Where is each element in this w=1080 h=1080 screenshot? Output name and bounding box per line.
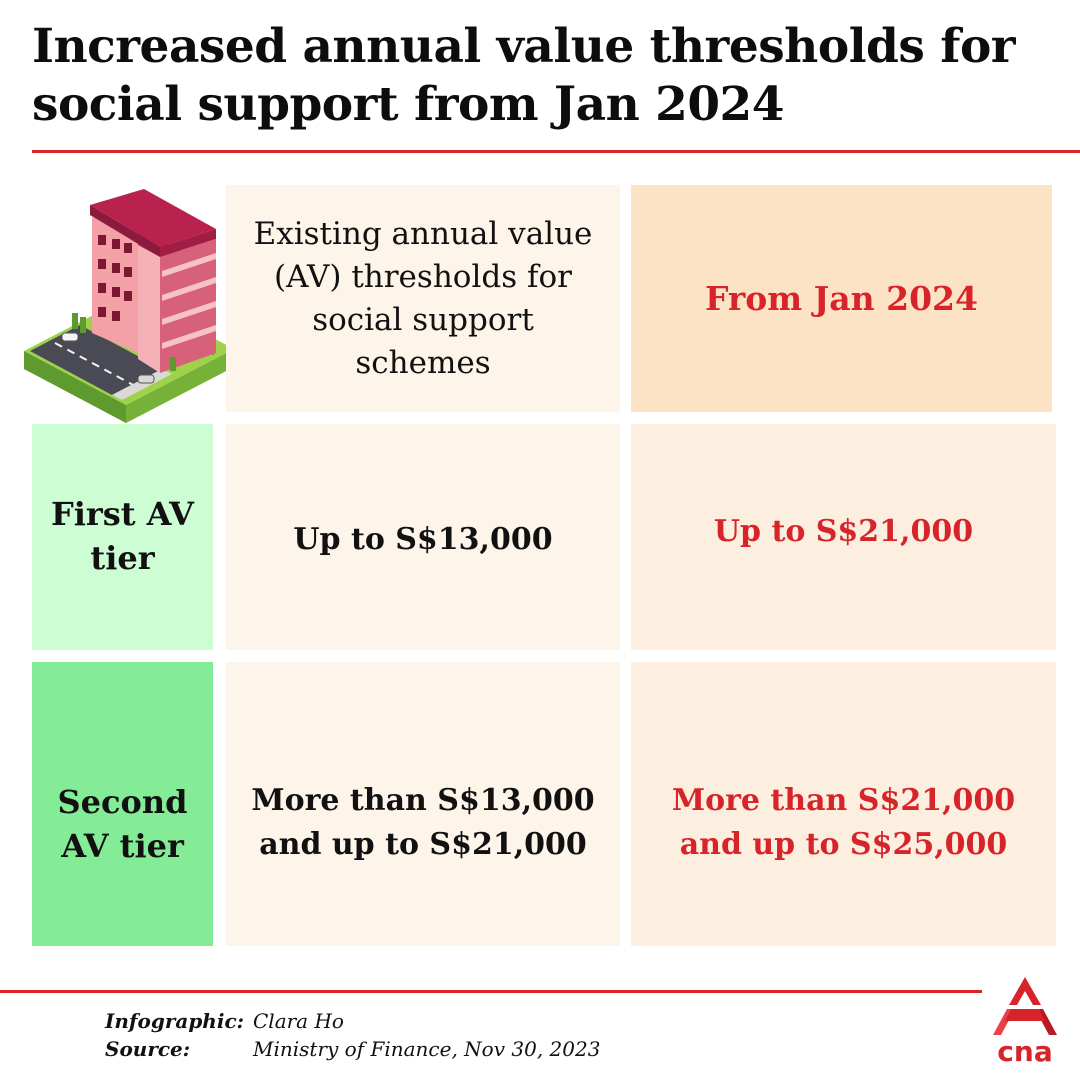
second-tier-existing-cell: More than S$13,000 and up to S$21,000 — [226, 662, 620, 946]
first-tier-label-cell: First AV tier — [32, 424, 213, 650]
cna-logo: cna — [993, 977, 1057, 1067]
title-line-1: Increased annual value thresholds for — [32, 19, 1016, 74]
credits: Infographic: Clara Ho Source: Ministry o… — [105, 1007, 600, 1063]
source-label: Source: — [105, 1037, 191, 1061]
header-from-text: From Jan 2024 — [705, 279, 978, 318]
first-tier-existing-value: Up to S$13,000 — [293, 522, 553, 557]
infographic-label: Infographic: — [105, 1009, 245, 1033]
infographic-author: Clara Ho — [253, 1009, 344, 1033]
second-tier-existing-value: More than S$13,000 and up to S$21,000 — [251, 783, 595, 862]
second-tier-new-cell: More than S$21,000 and up to S$25,000 — [631, 662, 1056, 946]
infographic-credit: Infographic: Clara Ho — [105, 1007, 600, 1035]
second-tier-new-value: More than S$21,000 and up to S$25,000 — [671, 783, 1016, 862]
page-title: Increased annual value thresholds for so… — [32, 18, 1052, 134]
first-tier-new-value: Up to S$21,000 — [713, 514, 974, 549]
apartment-building-icon — [24, 189, 234, 423]
source-credit: Source: Ministry of Finance, Nov 30, 202… — [105, 1035, 600, 1063]
header-existing-thresholds: Existing annual value (AV) thresholds fo… — [226, 185, 620, 412]
first-tier-label: First AV tier — [51, 495, 194, 577]
second-tier-label-cell: Second AV tier — [32, 662, 213, 946]
title-line-2: social support from Jan 2024 — [32, 77, 784, 132]
svg-text:cna: cna — [997, 1035, 1052, 1067]
footer-divider — [0, 990, 982, 993]
source-value: Ministry of Finance, Nov 30, 2023 — [253, 1037, 601, 1061]
header-existing-text: Existing annual value (AV) thresholds fo… — [253, 215, 593, 381]
second-tier-label: Second AV tier — [57, 783, 188, 865]
title-divider — [32, 150, 1080, 153]
first-tier-existing-cell: Up to S$13,000 — [226, 424, 620, 650]
first-tier-new-cell: Up to S$21,000 — [631, 424, 1056, 650]
header-from-jan-2024: From Jan 2024 — [631, 185, 1052, 412]
